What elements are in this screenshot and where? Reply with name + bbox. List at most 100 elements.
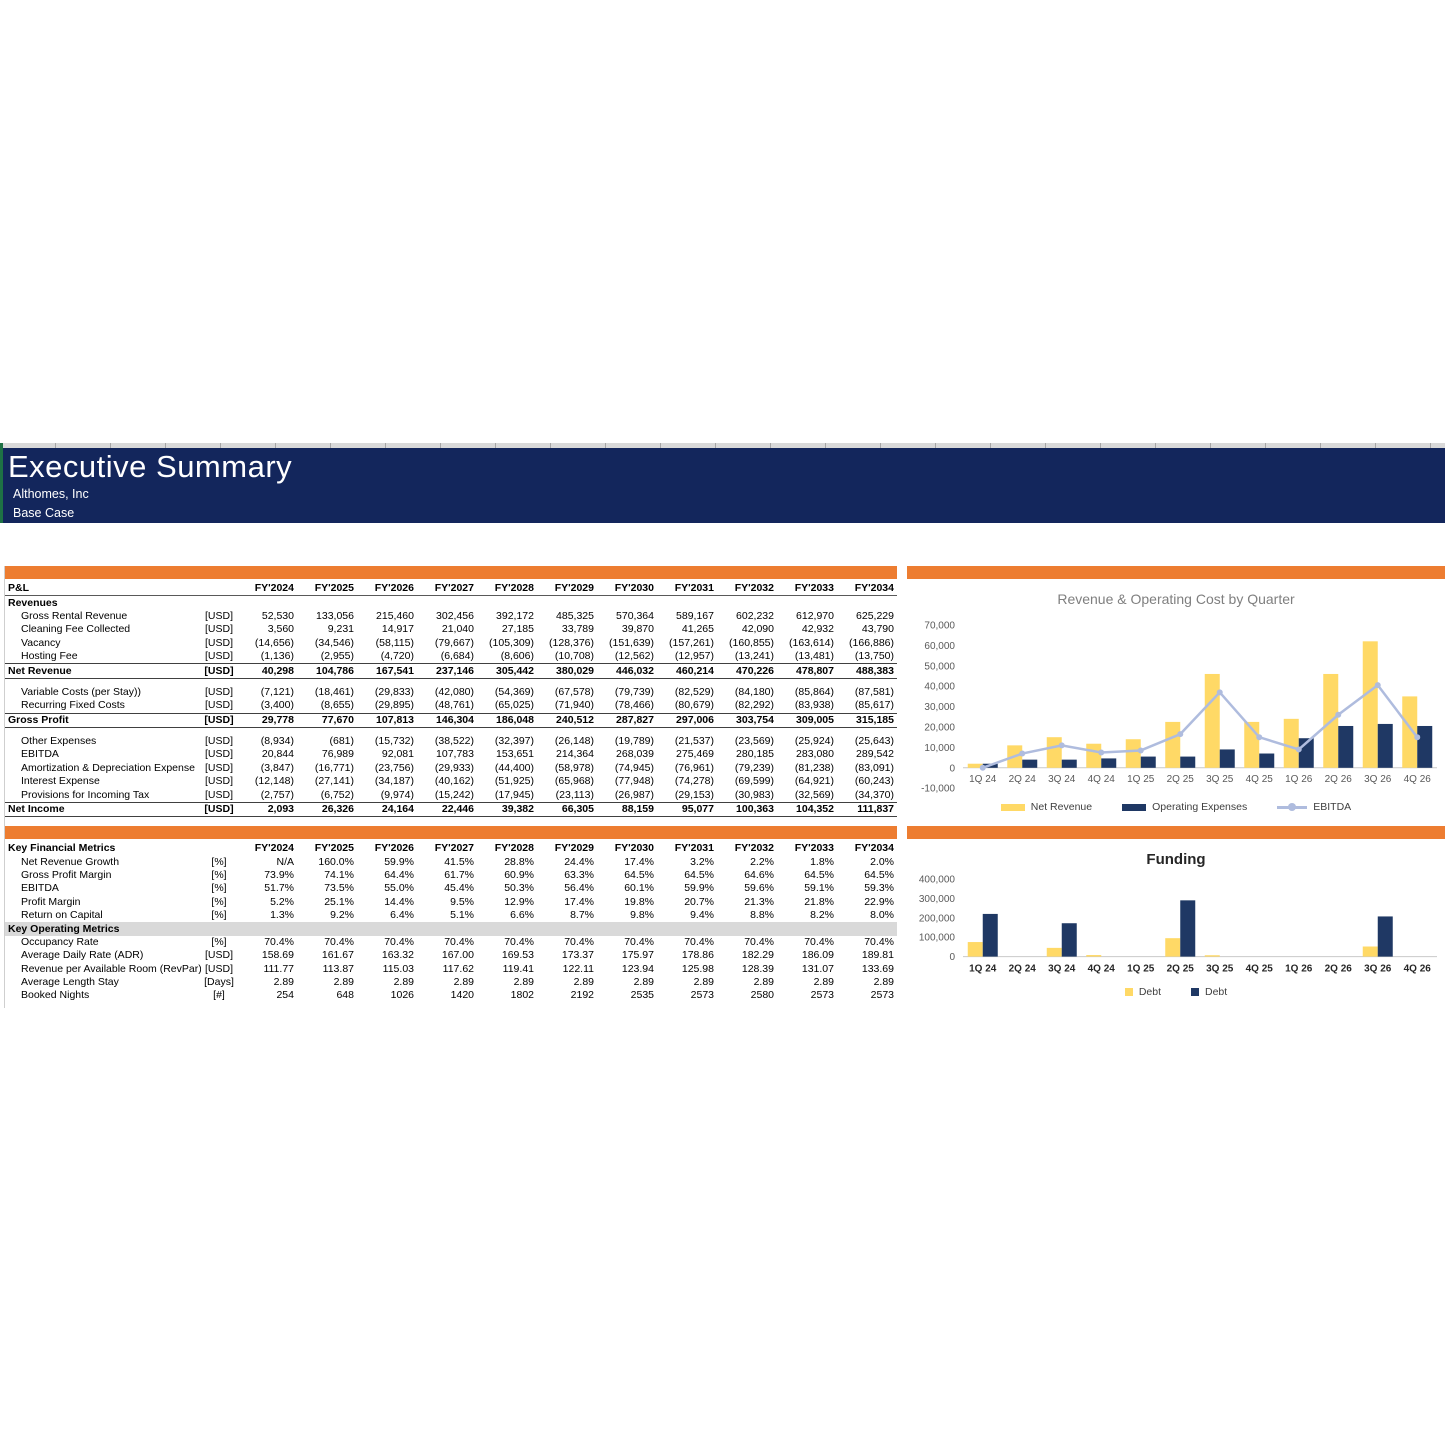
y-axis-tick-label: 0 [949,952,955,963]
row-value: 125.98 [681,962,714,975]
revenue-opcost-chart-svg: -10,000 0 10,000 20,000 30,000 40,000 50,000 60… [921,621,1437,795]
row-value: 133.69 [861,962,894,975]
x-axis-category-label: 3Q 24 [1048,774,1076,785]
row-value: 50.3% [504,882,534,895]
row-unit: [USD] [204,748,233,761]
row-value: (14,656) [254,636,294,649]
y-axis-tick-label: 50,000 [924,661,955,672]
row-value: (3,847) [260,761,294,774]
row-value: 22.9% [864,895,894,908]
row-unit: [%] [211,895,227,908]
row-value: 73.5% [324,882,354,895]
row-value: (19,789) [614,735,654,748]
row-value: (80,679) [674,699,714,712]
orange-divider [907,566,1445,579]
row-value: 26,326 [297,801,357,818]
year-header: FY'2034 [854,842,894,855]
row-value: 1026 [390,989,414,1002]
row-value: (48,761) [434,699,474,712]
row-unit: [USD] [204,949,233,962]
row-label: Amortization & Depreciation Expense [21,761,195,774]
bar-debt [982,913,998,957]
row-value: 303,754 [717,712,777,728]
row-value: 8.2% [810,909,834,922]
row-value: 488,383 [837,663,897,679]
row-value: 2.89 [453,976,474,989]
year-header: FY'2026 [357,582,417,597]
row-value: 2,093 [237,801,297,818]
row-label: Gross Rental Revenue [21,609,128,622]
year-header: FY'2034 [837,582,897,597]
legend-label: Operating Expenses [1152,801,1248,813]
row-value: 289,542 [856,748,894,761]
row-value: (82,529) [674,685,714,698]
row-value: 70.4% [504,935,534,948]
row-value: 128.39 [741,962,774,975]
row-value: (85,617) [854,699,894,712]
table-left-border [4,566,5,1008]
key-metrics-table[interactable]: Key Financial Metrics FY'2024 FY'2025 FY'20… [5,842,897,1003]
row-value: 178.86 [681,949,714,962]
row-value: 113.87 [322,962,354,975]
bar-operating-expenses [1417,725,1433,768]
row-value: 59.6% [744,882,774,895]
row-value: (17,945) [494,788,534,801]
row-value: (166,886) [849,636,894,649]
row-value: 111.77 [263,962,294,975]
table-row: Average Daily Rate (ADR) [USD] 158.69 161.6… [5,949,897,962]
row-value: (83,091) [854,761,894,774]
row-value: 309,005 [777,712,837,728]
row-value: 52,530 [261,609,294,622]
row-value: 27,185 [501,623,534,636]
row-value: 70.4% [744,935,774,948]
row-value: (74,945) [614,761,654,774]
row-label: Occupancy Rate [21,935,99,948]
line-marker [1098,749,1105,756]
legend-item: Debt [1191,986,1227,998]
bar-debt [1165,938,1181,957]
revenue-opcost-chart[interactable]: Revenue & Operating Cost by Quarter -10,… [907,583,1445,815]
unit-header [201,582,237,597]
row-value: 24,164 [357,801,417,818]
x-axis-category-label: 1Q 25 [1127,964,1155,975]
row-value: 70.4% [624,935,654,948]
row-value: (81,238) [794,761,834,774]
bar-net-revenue [1204,673,1220,768]
revenue-opcost-chart-title: Revenue & Operating Cost by Quarter [1057,591,1295,607]
funding-chart[interactable]: Funding 0 100,000 200,000 300,000 400,000 1Q … [907,843,1445,1000]
row-value: 446,032 [597,663,657,679]
row-value [297,596,357,610]
x-axis-category-label: 3Q 24 [1048,964,1076,975]
table-row: Interest Expense [USD] (12,148) (27,141) (34… [5,775,897,788]
row-value [537,922,597,936]
y-axis-tick-label: 300,000 [919,894,956,905]
row-value: (54,369) [494,685,534,698]
x-axis-category-label: 4Q 26 [1404,964,1432,975]
row-value: (64,921) [794,775,834,788]
row-value: (32,569) [794,788,834,801]
row-unit: [USD] [204,761,233,774]
row-value [597,596,657,610]
row-unit: [USD] [204,962,233,975]
row-value: (60,243) [854,775,894,788]
row-value: 1.8% [810,855,834,868]
row-value: 60.9% [504,868,534,881]
table-row: Net Income [USD] 2,093 26,326 24,164 22,446 39… [5,801,897,818]
row-value: 104,352 [777,801,837,818]
year-header: FY'2025 [297,582,357,597]
row-value: (34,370) [854,788,894,801]
row-value: 478,807 [777,663,837,679]
legend-swatch [1277,803,1308,811]
row-value [477,922,537,936]
bar-operating-expenses [1022,759,1038,768]
row-unit: [%] [211,882,227,895]
row-value: (10,708) [554,650,594,663]
row-value: 5.2% [270,895,294,908]
row-value: 66,305 [537,801,597,818]
table-row: EBITDA [USD] 20,844 76,989 92,081 107,783 153,… [5,748,897,761]
row-value: (15,732) [374,735,414,748]
row-value: (29,833) [374,685,414,698]
row-value: 59.3% [864,882,894,895]
pnl-table[interactable]: P&L FY'2024 FY'2025 FY'2026 FY'2027 FY'2028 FY… [5,582,897,818]
